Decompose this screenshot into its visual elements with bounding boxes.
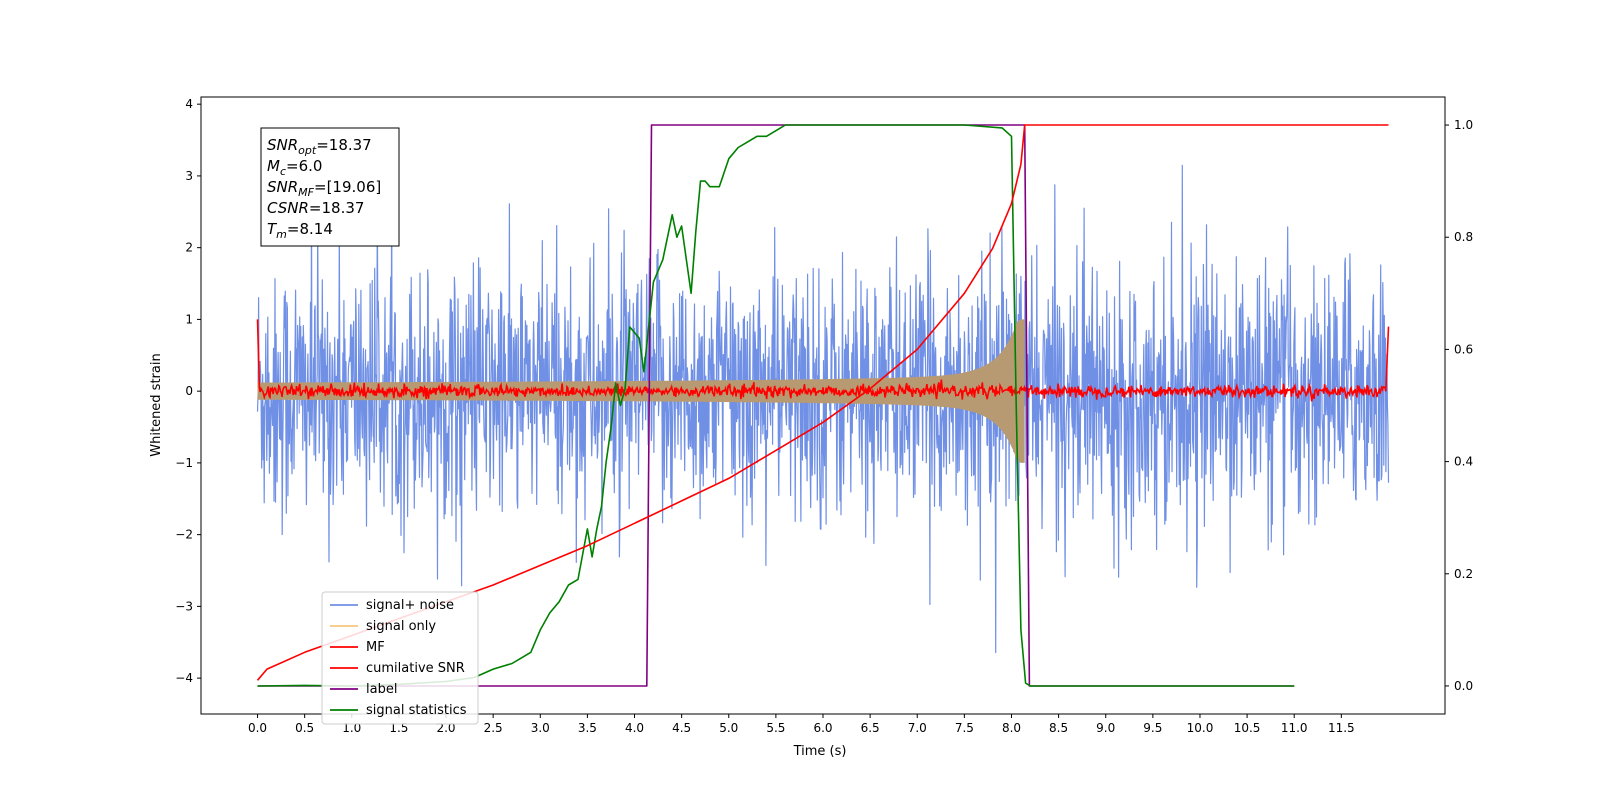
annotation-line: CSNR=18.37 [267,199,364,217]
series-mf [256,319,1390,402]
annotation-line: Tm=8.14 [267,220,333,241]
x-tick-label: 0.5 [295,721,314,735]
y-axis-label: Whitened strain [149,353,164,456]
legend-label: label [366,682,397,697]
x-tick-label: 6.0 [813,721,832,735]
y-left-tick-label: −4 [175,671,193,685]
x-tick-label: 9.5 [1143,721,1162,735]
x-tick-label: 7.0 [908,721,927,735]
y-left-tick-label: −3 [175,599,193,613]
x-tick-label: 5.5 [766,721,785,735]
y-left-tick-label: 4 [185,97,193,111]
x-tick-label: 2.5 [484,721,503,735]
x-tick-label: 4.5 [672,721,691,735]
x-axis-label: Time (s) [793,744,847,759]
y-left-tick-label: −1 [175,456,193,470]
y-left-tick-label: 0 [185,384,193,398]
x-tick-label: 10.0 [1187,721,1214,735]
x-tick-label: 4.0 [625,721,644,735]
legend-label: signal only [366,619,436,634]
annotation-box: SNRopt=18.37Mc=6.0SNRMF=[19.06]CSNR=18.3… [260,127,400,247]
legend-frame [321,591,479,725]
series-signal-noise [256,164,1390,654]
x-tick-label: 0.0 [248,721,267,735]
x-tick-label: 3.0 [531,721,550,735]
y-right-tick-label: 0.8 [1454,230,1473,244]
annotation-frame [260,127,400,247]
x-tick-label: 6.5 [861,721,880,735]
y-right-tick-label: 0.0 [1454,679,1473,693]
x-tick-label: 8.5 [1049,721,1068,735]
legend-label: MF [366,640,385,655]
y-left-tick-label: 3 [185,169,193,183]
y-left-tick-label: −2 [175,528,193,542]
x-tick-label: 10.5 [1234,721,1261,735]
series-signal-statistics [257,124,1295,687]
y-left-tick-label: 2 [185,241,193,255]
x-tick-label: 9.0 [1096,721,1115,735]
x-tick-label: 7.5 [955,721,974,735]
legend-label: signal statistics [366,703,467,718]
x-tick-label: 5.0 [719,721,738,735]
annotation-line: SNRopt=18.37 [267,136,372,157]
annotation-line: SNRMF=[19.06] [267,178,381,199]
y-left-tick-label: 1 [185,312,193,326]
y-right-tick-label: 0.2 [1454,567,1473,581]
x-tick-label: 3.5 [578,721,597,735]
y-right-tick-label: 0.6 [1454,342,1473,356]
x-tick-label: 11.5 [1328,721,1355,735]
y-right-tick-label: 1.0 [1454,118,1473,132]
legend-label: signal+ noise [366,598,454,613]
legend: signal+ noise signal only MF cumilative SNR… [321,591,479,725]
legend-label: cumilative SNR [366,661,465,676]
y-right-tick-label: 0.4 [1454,455,1473,469]
x-tick-label: 11.0 [1281,721,1308,735]
x-tick-label: 8.0 [1002,721,1021,735]
annotation-line: Mc=6.0 [267,157,322,178]
